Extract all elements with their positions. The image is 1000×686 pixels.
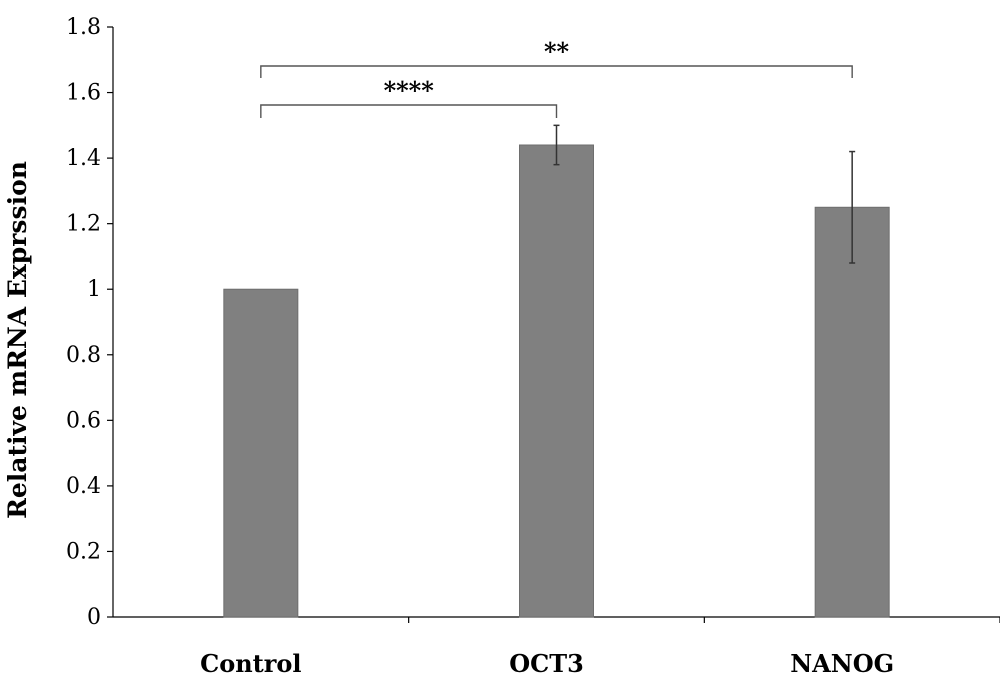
y-tick-label: 0.2 bbox=[66, 539, 101, 564]
y-tick-label: 1.6 bbox=[66, 81, 101, 106]
y-tick-label: 0.6 bbox=[66, 408, 101, 433]
significance-label: ** bbox=[544, 37, 570, 66]
error-bars bbox=[553, 124, 856, 264]
y-tick-label: 1.2 bbox=[66, 212, 101, 237]
bars bbox=[223, 144, 890, 618]
significance-bracket bbox=[260, 104, 558, 118]
x-tick-label: OCT3 bbox=[509, 649, 584, 678]
y-tick-label: 0 bbox=[87, 605, 101, 630]
y-axis-label: Relative mRNA Exprssion bbox=[3, 161, 32, 519]
x-tick-label: Control bbox=[200, 649, 301, 678]
axis-labels: Relative mRNA Exprssion bbox=[3, 161, 32, 519]
bar-control bbox=[223, 288, 299, 618]
y-tick-label: 0.4 bbox=[66, 474, 101, 499]
significance-bracket bbox=[260, 65, 853, 78]
bar-oct3 bbox=[519, 144, 594, 618]
y-tick-label: 1 bbox=[87, 277, 101, 302]
significance-brackets: ****** bbox=[260, 37, 853, 118]
y-tick-label: 0.8 bbox=[66, 343, 101, 368]
axes: 0 0.2 0.4 0.6 0.8 1 1.2 1.4 1.6 1.8 Control OCT3 NAN… bbox=[66, 15, 1000, 678]
y-tick-label: 1.4 bbox=[66, 146, 101, 171]
bar-nanog bbox=[814, 206, 890, 618]
x-tick-label: NANOG bbox=[790, 649, 894, 678]
y-tick-label: 1.8 bbox=[66, 15, 101, 40]
significance-label: **** bbox=[384, 76, 435, 105]
